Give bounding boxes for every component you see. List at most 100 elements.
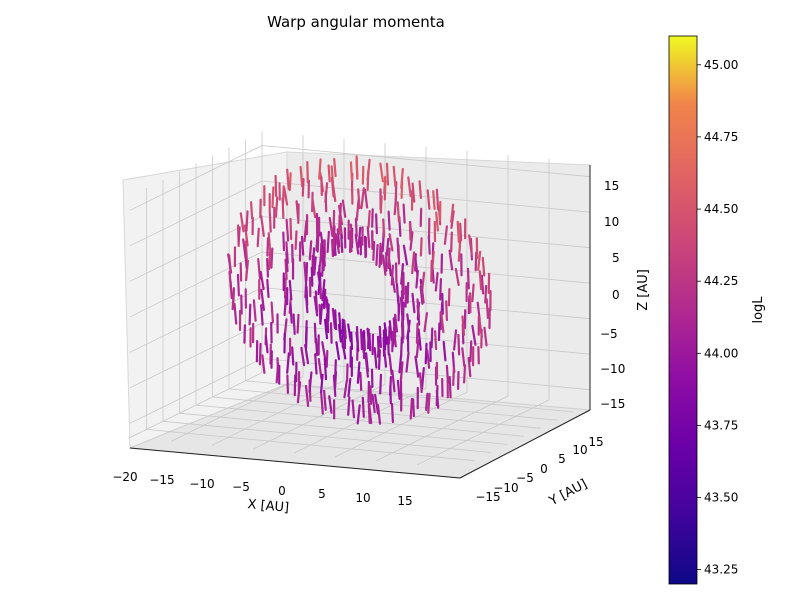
axis-lines [129, 165, 591, 479]
arrow [463, 364, 467, 384]
arrow [314, 353, 318, 375]
arrow [354, 217, 358, 237]
arrow [448, 376, 452, 399]
arrow [268, 212, 272, 233]
arrow [416, 298, 421, 319]
arrow [419, 207, 423, 228]
arrow [315, 231, 319, 252]
arrow [314, 337, 319, 357]
arrow [281, 197, 285, 219]
arrow [274, 174, 278, 198]
arrow [467, 356, 472, 378]
x-tick-label: −5 [232, 480, 250, 494]
arrow [471, 324, 477, 346]
arrow [480, 274, 485, 295]
z-axis: −15 −10 −5 0 5 10 15 Z [AU] [600, 179, 651, 411]
arrow [328, 217, 334, 238]
arrow [406, 313, 411, 333]
colorbar-tick-label: 44.00 [704, 346, 738, 360]
arrow [440, 311, 445, 334]
arrow [376, 404, 382, 425]
arrow [418, 180, 422, 200]
arrow [286, 374, 289, 394]
arrow [268, 250, 272, 271]
z-tick-label: −15 [600, 397, 625, 411]
arrow [259, 270, 265, 291]
arrow [453, 329, 458, 351]
arrow [321, 258, 324, 277]
arrow [248, 303, 252, 326]
arrow [317, 357, 323, 380]
arrow [423, 312, 428, 333]
arrow [368, 332, 372, 352]
arrow [260, 215, 265, 237]
arrow [408, 222, 412, 241]
arrow [392, 326, 397, 348]
arrow [450, 231, 453, 253]
arrow [363, 235, 367, 259]
gridline [129, 287, 263, 353]
arrow [396, 379, 401, 400]
arrow [415, 269, 419, 289]
arrow [434, 272, 439, 292]
arrow [286, 352, 290, 374]
arrow [332, 226, 336, 249]
arrow [343, 319, 347, 340]
colorbar-tick-label: 45.00 [704, 58, 738, 72]
z-tick-label: 0 [612, 288, 620, 302]
y-tick-label: 10 [572, 443, 587, 457]
arrow [392, 165, 397, 188]
arrow [318, 158, 322, 180]
arrow [356, 404, 361, 425]
gridlines [129, 131, 591, 466]
arrow [296, 381, 302, 404]
arrow [360, 187, 365, 210]
arrow [420, 283, 425, 304]
arrow [338, 214, 341, 236]
arrow [325, 350, 329, 368]
arrow [227, 253, 233, 274]
arrow [355, 199, 360, 222]
arrow [383, 346, 388, 368]
arrow [391, 369, 396, 393]
arrow [435, 188, 440, 211]
arrow [457, 239, 462, 262]
arrow [300, 235, 305, 256]
arrow [360, 328, 363, 351]
arrow [385, 162, 390, 186]
arrow [435, 389, 440, 409]
arrow [432, 190, 436, 210]
arrow [452, 366, 455, 386]
arrow [245, 210, 249, 232]
gridline [129, 358, 263, 424]
arrow [285, 251, 289, 273]
colorbar-tick-label: 43.50 [704, 491, 738, 505]
arrow [330, 165, 334, 184]
gridline [129, 145, 263, 211]
arrow [406, 281, 410, 304]
arrow [319, 303, 324, 325]
arrow [419, 372, 423, 394]
gridline [129, 180, 263, 247]
arrow [308, 240, 313, 261]
arrow [466, 267, 470, 290]
arrow [419, 237, 423, 257]
arrow [367, 210, 371, 228]
arrow [341, 199, 347, 218]
arrow [481, 256, 486, 277]
arrow [284, 258, 288, 281]
arrow [299, 165, 304, 188]
arrow [267, 232, 272, 252]
arrow [236, 273, 240, 297]
arrow [379, 195, 383, 214]
arrow [394, 313, 399, 333]
arrow [388, 233, 394, 252]
arrow [425, 392, 429, 411]
y-axis-label: Y [AU] [546, 477, 590, 510]
arrow [243, 324, 246, 344]
arrow [411, 182, 416, 203]
arrow [477, 315, 483, 338]
x-tick-label: 0 [278, 484, 286, 498]
arrow [483, 326, 488, 347]
arrow [313, 256, 317, 276]
